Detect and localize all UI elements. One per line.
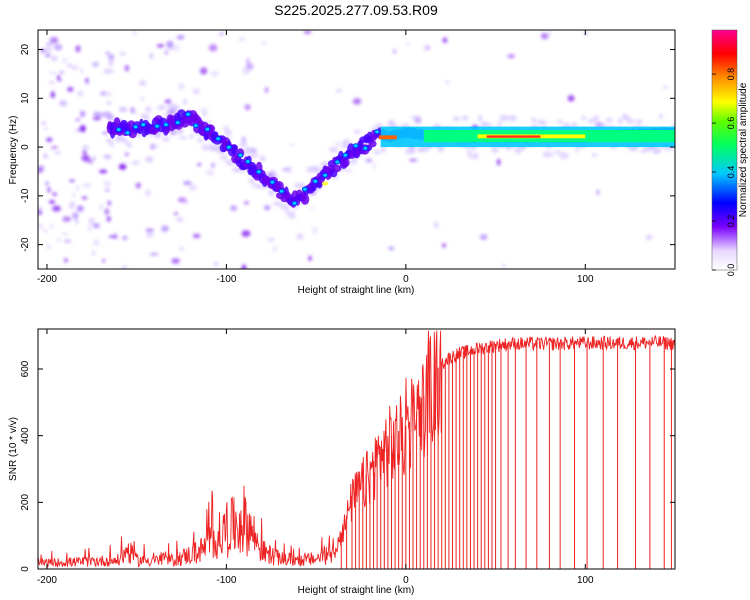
y-tick-label: -20 — [20, 237, 31, 252]
snr-x-label: Height of straight line (km) — [298, 585, 415, 596]
y-tick-label: 10 — [20, 92, 31, 104]
spectrogram-y-ticks: -20 -10 0 10 20 — [20, 44, 675, 252]
colorbar-gradient — [712, 30, 737, 270]
y-tick-label: 0 — [20, 144, 31, 150]
colorbar-ticks: 0.0 0.2 0.4 0.6 0.8 — [712, 68, 736, 276]
y-tick-label: 200 — [20, 494, 31, 511]
x-tick-label: 100 — [577, 575, 594, 586]
snr-y-label: SNR (10 * v/v) — [8, 417, 19, 481]
x-tick-label: 0 — [403, 575, 409, 586]
x-tick-label: -200 — [37, 274, 57, 285]
heatmap-ridge — [106, 109, 675, 208]
page-title: S225.2025.277.09.53.R09 — [274, 2, 438, 18]
colorbar-tick-label: 0.0 — [726, 264, 736, 277]
x-tick-label: -100 — [216, 575, 236, 586]
x-tick-label: 0 — [403, 274, 409, 285]
colorbar-tick-label: 0.4 — [726, 166, 736, 179]
snr-dropouts — [340, 341, 672, 569]
spectrogram-x-label: Height of straight line (km) — [298, 285, 415, 296]
x-tick-label: 100 — [577, 274, 594, 285]
spectrogram-y-label: Frequency (Hz) — [8, 116, 19, 185]
colorbar-tick-label: 0.8 — [726, 68, 736, 81]
snr-panel: -200 -100 0 100 0 200 400 600 Height of straig… — [8, 328, 676, 596]
snr-frame — [37, 328, 676, 570]
snr-x-ticks: -200 -100 0 100 — [37, 329, 594, 586]
colorbar-label: Normalized spectral amplitude — [738, 82, 749, 217]
colorbar: 0.0 0.2 0.4 0.6 0.8 Normalized spectral ampl… — [711, 29, 749, 276]
colorbar-tick-label: 0.2 — [726, 215, 736, 228]
spectrogram-frame — [37, 29, 676, 270]
x-tick-label: -100 — [216, 274, 236, 285]
x-tick-label: -200 — [37, 575, 57, 586]
colorbar-frame — [711, 29, 738, 271]
colorbar-tick-label: 0.6 — [726, 117, 736, 130]
spectrogram-x-ticks: -200 -100 0 100 — [37, 30, 594, 285]
y-tick-label: 0 — [20, 566, 31, 572]
y-tick-label: 400 — [20, 427, 31, 444]
y-tick-label: 600 — [20, 360, 31, 377]
y-tick-label: -10 — [20, 188, 31, 203]
y-tick-label: 20 — [20, 44, 31, 56]
snr-series-line — [38, 330, 675, 569]
snr-y-ticks: 0 200 400 600 — [20, 360, 675, 572]
spectrogram-heatmap — [38, 30, 675, 269]
